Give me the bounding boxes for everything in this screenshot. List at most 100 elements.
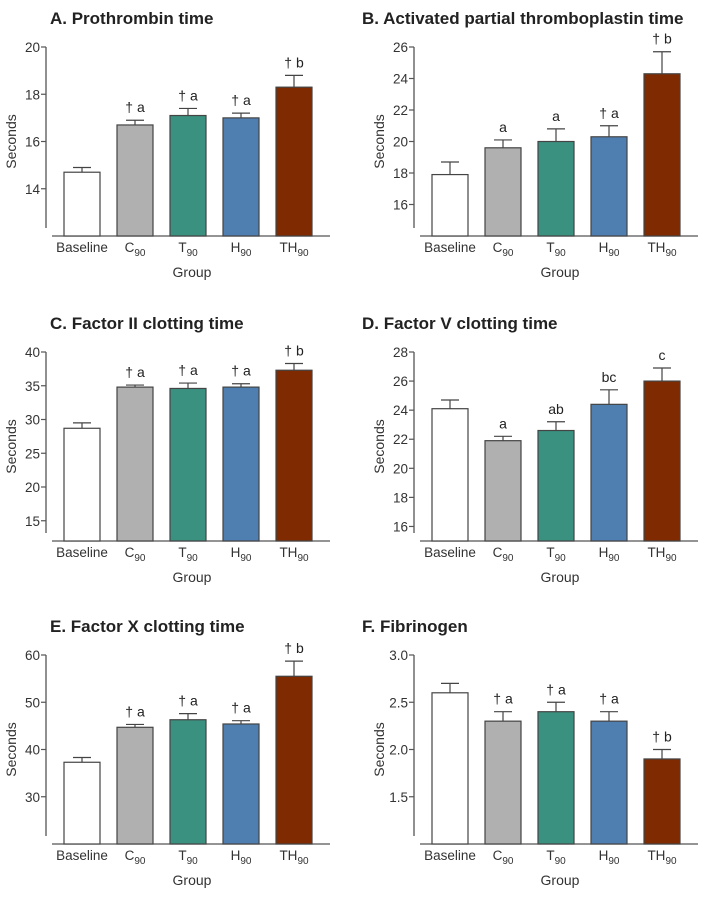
x-tick-label-main: T <box>546 848 554 863</box>
y-tick-label: 26 <box>393 40 408 55</box>
y-axis-label: Seconds <box>3 722 19 776</box>
y-tick-label: 20 <box>25 40 40 55</box>
chart-svg: F. Fibrinogen 1.5 2.0 2.5 3.0 Seconds Group Bas… <box>362 617 698 888</box>
x-tick-label-main: Baseline <box>424 240 476 255</box>
y-tick-label: 18 <box>25 87 40 102</box>
significance-label: † a <box>125 99 145 115</box>
chart-svg: D. Factor V clotting time 16 18 20 22 24 26 28 S… <box>362 314 698 585</box>
x-tick-label: T90 <box>546 545 566 564</box>
y-axis-label: Seconds <box>371 722 387 776</box>
bar <box>537 711 575 845</box>
x-tick-label-subscript: 90 <box>240 248 252 259</box>
y-tick-label: 20 <box>393 135 408 150</box>
bar <box>431 692 469 845</box>
x-tick-label-main: C <box>125 545 135 560</box>
x-tick-label: C90 <box>125 545 146 564</box>
y-tick-label: 24 <box>393 72 409 87</box>
x-tick-label: T90 <box>178 848 198 867</box>
x-tick-label-main: H <box>599 240 609 255</box>
significance-label: † b <box>284 54 304 70</box>
y-tick-label: 30 <box>25 790 40 805</box>
significance-label: † a <box>493 691 513 707</box>
chart-svg: A. Prothrombin time 14 16 18 20 Seconds Group B… <box>3 9 330 280</box>
y-axis-label: Seconds <box>3 419 19 473</box>
x-tick-label: H90 <box>231 848 252 867</box>
x-tick-label: C90 <box>493 240 514 259</box>
bar <box>63 171 101 237</box>
y-tick-label: 3.0 <box>389 648 408 663</box>
bar <box>275 369 313 542</box>
chart-panel-e: E. Factor X clotting time 30 40 50 60 Seconds… <box>0 608 354 898</box>
significance-label: † b <box>284 640 304 656</box>
significance-label: † a <box>231 363 251 379</box>
y-tick-label: 26 <box>393 374 408 389</box>
x-tick-label: T90 <box>546 848 566 867</box>
y-tick-label: 14 <box>25 182 41 197</box>
bar <box>537 429 575 542</box>
x-tick-label: Baseline <box>424 240 476 255</box>
x-tick-label: H90 <box>599 848 620 867</box>
x-tick-label-subscript: 90 <box>297 248 309 259</box>
x-tick-label-subscript: 90 <box>665 856 677 867</box>
x-tick-label: T90 <box>178 545 198 564</box>
x-tick-label-main: C <box>493 240 503 255</box>
bar <box>63 427 101 542</box>
x-tick-label-subscript: 90 <box>608 248 620 259</box>
y-tick-label: 20 <box>393 461 408 476</box>
y-tick-label: 50 <box>25 695 40 710</box>
x-tick-label-main: TH <box>279 848 297 863</box>
significance-label: † b <box>652 31 672 47</box>
x-tick-label-subscript: 90 <box>502 856 514 867</box>
x-tick-label: H90 <box>599 240 620 259</box>
x-tick-label-main: Baseline <box>56 240 108 255</box>
x-tick-label-main: T <box>546 240 554 255</box>
chart-panel-a: A. Prothrombin time 14 16 18 20 Seconds Group B… <box>0 0 354 300</box>
bar <box>116 124 154 237</box>
x-tick-label: Baseline <box>56 240 108 255</box>
y-axis-label: Seconds <box>3 114 19 168</box>
bar <box>431 408 469 542</box>
x-axis-label: Group <box>173 264 212 280</box>
x-tick-label-main: C <box>125 848 135 863</box>
chart-title: D. Factor V clotting time <box>362 314 558 333</box>
bar <box>643 758 681 845</box>
bar <box>590 136 628 237</box>
x-tick-label-subscript: 90 <box>555 553 567 564</box>
x-tick-label-main: Baseline <box>56 848 108 863</box>
x-tick-label: H90 <box>599 545 620 564</box>
y-tick-label: 16 <box>25 135 40 150</box>
x-tick-label-subscript: 90 <box>134 553 146 564</box>
x-tick-label-main: T <box>546 545 554 560</box>
x-tick-label-main: TH <box>279 545 297 560</box>
y-tick-label: 18 <box>393 166 408 181</box>
x-tick-label-subscript: 90 <box>502 248 514 259</box>
chart-title: A. Prothrombin time <box>50 9 213 28</box>
significance-label: † a <box>178 87 198 103</box>
x-tick-label-subscript: 90 <box>297 856 309 867</box>
x-tick-label-main: H <box>599 545 609 560</box>
significance-label: a <box>552 108 560 124</box>
y-tick-label: 22 <box>393 432 408 447</box>
bar <box>169 114 207 237</box>
bar <box>643 380 681 542</box>
significance-label: a <box>499 415 507 431</box>
x-tick-label: TH90 <box>647 545 677 564</box>
chart-svg: B. Activated partial thromboplastin time… <box>362 9 698 280</box>
x-tick-label: C90 <box>493 848 514 867</box>
x-axis-label: Group <box>173 872 212 888</box>
bar <box>222 117 260 237</box>
y-tick-label: 28 <box>393 345 408 360</box>
x-tick-label-subscript: 90 <box>134 856 146 867</box>
x-tick-label-main: T <box>178 848 186 863</box>
x-tick-label-main: TH <box>647 848 665 863</box>
x-tick-label-main: T <box>178 240 186 255</box>
y-axis-label: Seconds <box>371 419 387 473</box>
x-tick-label-subscript: 90 <box>665 248 677 259</box>
chart-panel-d: D. Factor V clotting time 16 18 20 22 24 26 28 S… <box>354 305 708 605</box>
y-tick-label: 20 <box>25 480 40 495</box>
x-tick-label-subscript: 90 <box>665 553 677 564</box>
x-tick-label-main: T <box>178 545 186 560</box>
bar <box>169 719 207 845</box>
significance-label: † a <box>599 105 619 121</box>
x-tick-label-subscript: 90 <box>134 248 146 259</box>
